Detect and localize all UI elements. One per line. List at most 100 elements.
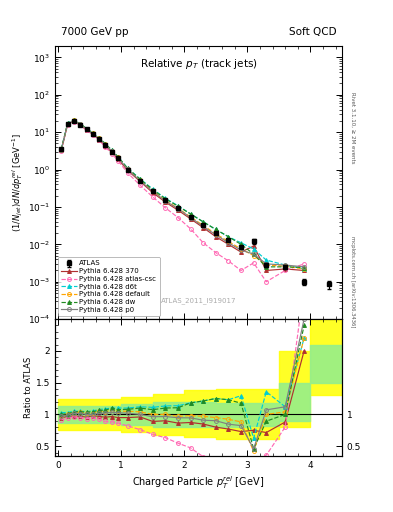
Pythia 6.428 d6t: [116, 154, 120, 160]
Pythia 6.428 default: [138, 177, 143, 183]
Line: Pythia 6.428 dw: Pythia 6.428 dw: [59, 118, 306, 269]
Pythia 6.428 d6t: [251, 246, 256, 252]
Pythia 6.428 dw: [78, 121, 83, 127]
Pythia 6.428 370: [125, 167, 130, 174]
Pythia 6.428 dw: [151, 186, 155, 193]
Pythia 6.428 dw: [90, 130, 95, 136]
Pythia 6.428 370: [109, 149, 114, 155]
Pythia 6.428 default: [226, 238, 231, 244]
Pythia 6.428 p0: [226, 240, 231, 246]
Pythia 6.428 370: [78, 122, 83, 128]
Pythia 6.428 p0: [163, 198, 168, 204]
Pythia 6.428 default: [251, 252, 256, 259]
Pythia 6.428 p0: [72, 118, 76, 124]
Text: ATLAS_2011_I919017: ATLAS_2011_I919017: [161, 297, 236, 304]
Line: Pythia 6.428 default: Pythia 6.428 default: [59, 119, 306, 271]
Pythia 6.428 d6t: [239, 240, 243, 246]
Pythia 6.428 d6t: [109, 147, 114, 153]
Pythia 6.428 p0: [90, 131, 95, 137]
Pythia 6.428 d6t: [138, 176, 143, 182]
Pythia 6.428 atlas-csc: [103, 144, 108, 150]
Pythia 6.428 d6t: [201, 219, 206, 225]
Pythia 6.428 d6t: [78, 121, 83, 127]
Pythia 6.428 370: [72, 118, 76, 124]
Pythia 6.428 370: [283, 266, 288, 272]
Pythia 6.428 atlas-csc: [226, 258, 231, 264]
Pythia 6.428 d6t: [151, 186, 155, 192]
Pythia 6.428 370: [116, 156, 120, 162]
Pythia 6.428 default: [90, 131, 95, 137]
Pythia 6.428 dw: [251, 251, 256, 257]
Pythia 6.428 default: [65, 120, 70, 126]
Pythia 6.428 d6t: [72, 117, 76, 123]
Pythia 6.428 atlas-csc: [84, 127, 89, 133]
Pythia 6.428 atlas-csc: [302, 261, 307, 267]
Pythia 6.428 370: [201, 225, 206, 231]
Pythia 6.428 dw: [201, 219, 206, 225]
Pythia 6.428 atlas-csc: [59, 147, 64, 154]
Pythia 6.428 atlas-csc: [188, 226, 193, 232]
Pythia 6.428 atlas-csc: [72, 118, 76, 124]
Line: Pythia 6.428 370: Pythia 6.428 370: [59, 119, 306, 272]
Pythia 6.428 default: [302, 266, 307, 272]
Pythia 6.428 d6t: [59, 145, 64, 152]
Pythia 6.428 370: [251, 243, 256, 249]
Pythia 6.428 p0: [65, 121, 70, 127]
Pythia 6.428 dw: [84, 125, 89, 132]
Text: Rivet 3.1.10, ≥ 2M events: Rivet 3.1.10, ≥ 2M events: [350, 92, 355, 164]
Pythia 6.428 p0: [239, 247, 243, 253]
Pythia 6.428 p0: [97, 136, 101, 142]
Pythia 6.428 dw: [125, 165, 130, 172]
Pythia 6.428 d6t: [302, 266, 307, 272]
Pythia 6.428 p0: [264, 261, 268, 267]
Pythia 6.428 atlas-csc: [264, 279, 268, 285]
Pythia 6.428 default: [264, 262, 268, 268]
Pythia 6.428 atlas-csc: [163, 205, 168, 211]
Pythia 6.428 370: [226, 241, 231, 247]
Pythia 6.428 370: [84, 127, 89, 133]
Text: Relative $p_T$ (track jets): Relative $p_T$ (track jets): [140, 57, 257, 71]
Y-axis label: $(1/N_{jet})dN/dp_T^{rel}$ [GeV$^{-1}$]: $(1/N_{jet})dN/dp_T^{rel}$ [GeV$^{-1}$]: [11, 133, 25, 232]
Pythia 6.428 default: [163, 197, 168, 203]
Pythia 6.428 d6t: [84, 125, 89, 132]
Pythia 6.428 p0: [176, 206, 180, 212]
Pythia 6.428 atlas-csc: [97, 137, 101, 143]
Pythia 6.428 d6t: [264, 257, 268, 263]
Pythia 6.428 p0: [283, 262, 288, 268]
Pythia 6.428 p0: [302, 264, 307, 270]
Pythia 6.428 dw: [72, 117, 76, 123]
Pythia 6.428 default: [72, 117, 76, 123]
Pythia 6.428 370: [151, 189, 155, 196]
Pythia 6.428 default: [188, 214, 193, 220]
Pythia 6.428 dw: [226, 233, 231, 240]
Pythia 6.428 atlas-csc: [90, 132, 95, 138]
Line: Pythia 6.428 d6t: Pythia 6.428 d6t: [59, 118, 306, 271]
Pythia 6.428 default: [103, 141, 108, 147]
Pythia 6.428 d6t: [103, 141, 108, 147]
Pythia 6.428 dw: [213, 226, 218, 232]
Pythia 6.428 dw: [97, 135, 101, 141]
Pythia 6.428 dw: [116, 154, 120, 160]
Pythia 6.428 dw: [109, 147, 114, 153]
Pythia 6.428 p0: [78, 121, 83, 127]
Pythia 6.428 atlas-csc: [116, 158, 120, 164]
Pythia 6.428 p0: [251, 251, 256, 257]
Pythia 6.428 370: [103, 143, 108, 149]
Pythia 6.428 dw: [283, 264, 288, 270]
Pythia 6.428 dw: [239, 241, 243, 247]
Pythia 6.428 default: [109, 147, 114, 154]
Pythia 6.428 dw: [103, 141, 108, 147]
Pythia 6.428 d6t: [97, 135, 101, 141]
Pythia 6.428 default: [116, 155, 120, 161]
Pythia 6.428 atlas-csc: [239, 267, 243, 273]
Pythia 6.428 p0: [116, 155, 120, 161]
Pythia 6.428 p0: [213, 232, 218, 238]
Pythia 6.428 370: [239, 249, 243, 255]
Pythia 6.428 dw: [188, 211, 193, 217]
Pythia 6.428 dw: [163, 196, 168, 202]
Line: Pythia 6.428 atlas-csc: Pythia 6.428 atlas-csc: [59, 120, 306, 284]
Pythia 6.428 default: [283, 263, 288, 269]
Pythia 6.428 default: [239, 246, 243, 252]
Pythia 6.428 p0: [84, 126, 89, 132]
Line: Pythia 6.428 p0: Pythia 6.428 p0: [59, 119, 306, 269]
